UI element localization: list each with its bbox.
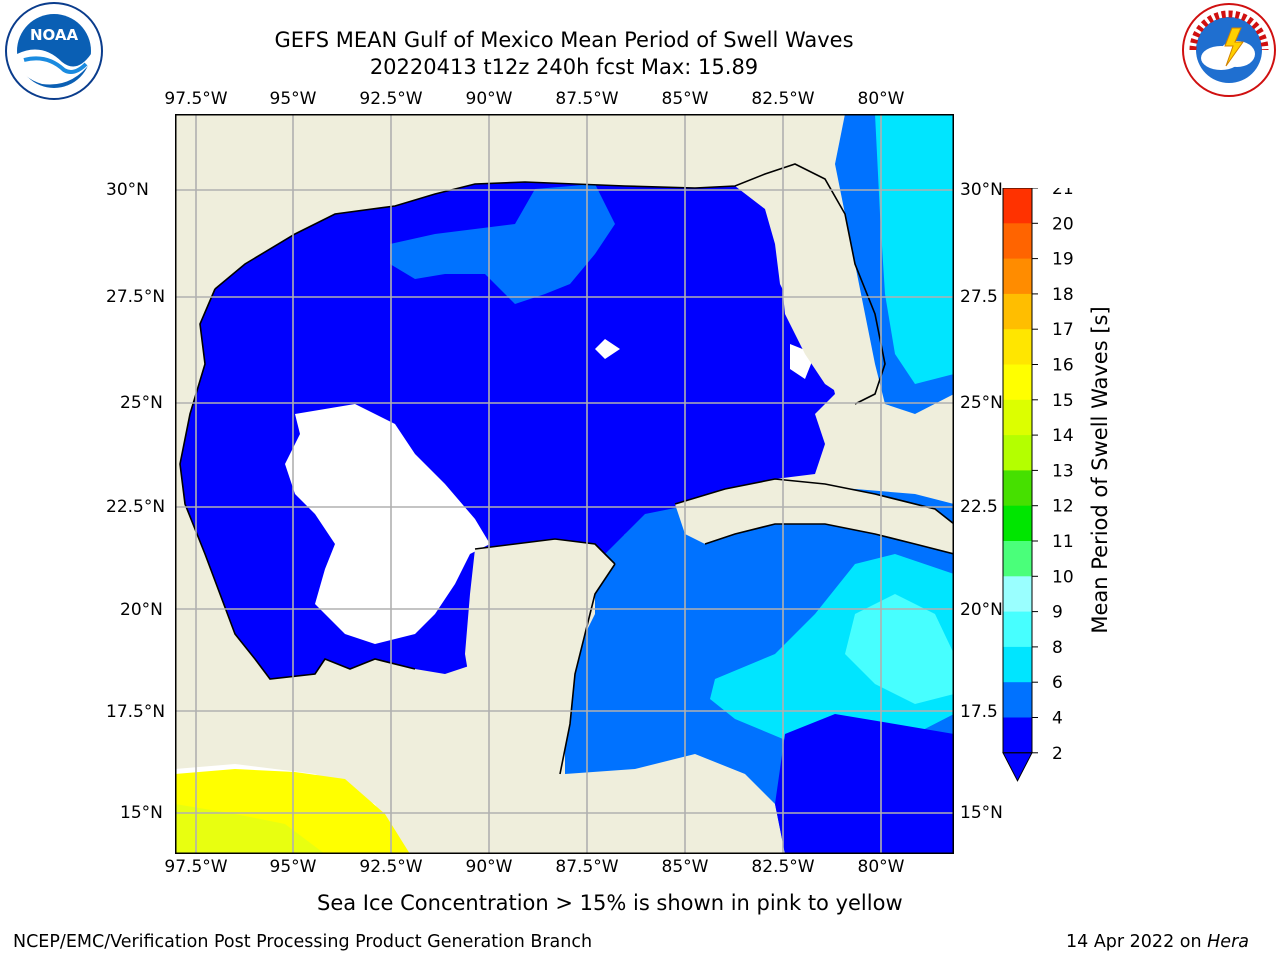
lat-label-left: 20°N bbox=[120, 600, 163, 620]
colorbar-segment bbox=[1003, 258, 1032, 295]
colorbar-tick-label: 8 bbox=[1052, 638, 1063, 658]
colorbar-tick-label: 16 bbox=[1052, 356, 1074, 376]
colorbar-tick-label: 15 bbox=[1052, 391, 1074, 411]
lon-label-bottom: 80°W bbox=[857, 857, 905, 877]
sea-ice-note: Sea Ice Concentration > 15% is shown in … bbox=[317, 891, 903, 915]
lat-label-right: 20°N bbox=[960, 600, 1003, 620]
lat-label-right: 30°N bbox=[960, 180, 1003, 200]
lat-label-left: 17.5°N bbox=[106, 702, 166, 722]
colorbar-tick-label: 18 bbox=[1052, 285, 1074, 305]
lat-label-left: 25°N bbox=[120, 393, 163, 413]
colorbar-tick-label: 19 bbox=[1052, 250, 1074, 270]
date-label: 14 Apr 2022 on bbox=[1066, 932, 1208, 952]
yucatan-land bbox=[465, 539, 615, 784]
lon-label-bottom: 87.5°W bbox=[555, 857, 619, 877]
lon-label-bottom: 92.5°W bbox=[359, 857, 423, 877]
machine-name: Hera bbox=[1207, 932, 1249, 952]
lon-label-top: 95°W bbox=[269, 89, 317, 109]
atlantic-cyan-area bbox=[875, 114, 954, 384]
colorbar-segment bbox=[1003, 435, 1032, 471]
cuba-land bbox=[675, 479, 954, 554]
colorbar-segment bbox=[1003, 541, 1032, 577]
lon-label-top: 85°W bbox=[661, 89, 709, 109]
colorbar-tick-label: 9 bbox=[1052, 603, 1063, 623]
colorbar-segment bbox=[1003, 717, 1032, 754]
colorbar-tick-label: 21 bbox=[1052, 188, 1074, 199]
colorbar-tick-label: 4 bbox=[1052, 709, 1063, 729]
colorbar-segment bbox=[1003, 223, 1032, 260]
map-title: GEFS MEAN Gulf of Mexico Mean Period of … bbox=[274, 28, 854, 52]
colorbar-segment bbox=[1003, 646, 1032, 683]
lat-label-right: 27.5 bbox=[960, 287, 998, 307]
colorbar-tick-label: 10 bbox=[1052, 567, 1074, 587]
noaa-logo-text: NOAA bbox=[30, 26, 79, 44]
date-text: 14 Apr 2022 on Hera bbox=[1066, 932, 1249, 952]
lat-label-left: 30°N bbox=[106, 180, 149, 200]
no-data-area bbox=[285, 404, 490, 644]
colorbar-tick-label: 14 bbox=[1052, 426, 1074, 446]
lon-label-bottom: 97.5°W bbox=[164, 857, 228, 877]
colorbar-title: Mean Period of Swell Waves [s] bbox=[1088, 306, 1112, 634]
colorbar-tick-label: 13 bbox=[1052, 461, 1074, 481]
lat-label-left: 15°N bbox=[120, 803, 163, 823]
colorbar-tick-label: 20 bbox=[1052, 214, 1074, 234]
lat-label-left: 22.5°N bbox=[106, 497, 166, 517]
colorbar-segment bbox=[1003, 505, 1032, 542]
colorbar-extend-triangle bbox=[1002, 752, 1033, 782]
lon-label-top: 82.5°W bbox=[751, 89, 815, 109]
lon-label-bottom: 90°W bbox=[465, 857, 513, 877]
florida-land bbox=[765, 164, 885, 404]
colorbar: 21 20 19 18 17 16 15 14 13 12 11 10 9 8 6 4 2 bbox=[1002, 179, 1082, 792]
south-caribbean-deep-area bbox=[775, 714, 954, 854]
noaa-logo: NOAA bbox=[2, 2, 106, 106]
lon-label-top: 90°W bbox=[465, 89, 513, 109]
lon-label-bottom: 95°W bbox=[269, 857, 317, 877]
colorbar-tick-label: 11 bbox=[1052, 532, 1074, 552]
colorbar-segment bbox=[1003, 399, 1032, 436]
coastline bbox=[179, 163, 954, 775]
map-frame bbox=[175, 114, 954, 854]
lat-label-right: 17.5 bbox=[960, 702, 998, 722]
lat-label-right: 25°N bbox=[960, 393, 1003, 413]
lon-label-top: 80°W bbox=[857, 89, 905, 109]
north-gulf-patch bbox=[390, 184, 615, 304]
lon-label-top: 97.5°W bbox=[164, 89, 228, 109]
lon-label-bottom: 82.5°W bbox=[751, 857, 815, 877]
colorbar-tick-label: 12 bbox=[1052, 497, 1074, 517]
lat-label-right: 22.5 bbox=[960, 497, 998, 517]
caribbean-light-cyan-area bbox=[845, 594, 954, 704]
lat-label-right: 15°N bbox=[960, 803, 1003, 823]
colorbar-segment bbox=[1003, 682, 1032, 718]
lon-label-bottom: 85°W bbox=[661, 857, 709, 877]
colorbar-segment bbox=[1003, 611, 1032, 648]
colorbar-segment bbox=[1003, 293, 1032, 330]
gulf-of-mexico-map bbox=[175, 114, 954, 854]
nws-logo bbox=[1177, 2, 1280, 106]
credit-text: NCEP/EMC/Verification Post Processing Pr… bbox=[13, 932, 593, 952]
lon-label-top: 92.5°W bbox=[359, 89, 423, 109]
lon-label-top: 87.5°W bbox=[555, 89, 619, 109]
colorbar-segment bbox=[1003, 364, 1032, 401]
colorbar-tick-label: 6 bbox=[1052, 673, 1063, 693]
map-subtitle: 20220413 t12z 240h fcst Max: 15.89 bbox=[369, 55, 759, 79]
colorbar-tick-label: 17 bbox=[1052, 320, 1074, 340]
colorbar-segment bbox=[1003, 188, 1032, 224]
colorbar-tick-label: 2 bbox=[1052, 744, 1063, 764]
lat-label-left: 27.5°N bbox=[106, 287, 166, 307]
colorbar-segment bbox=[1003, 329, 1032, 365]
graticule bbox=[175, 114, 954, 854]
colorbar-segment bbox=[1003, 576, 1032, 613]
colorbar-segment bbox=[1003, 470, 1032, 507]
